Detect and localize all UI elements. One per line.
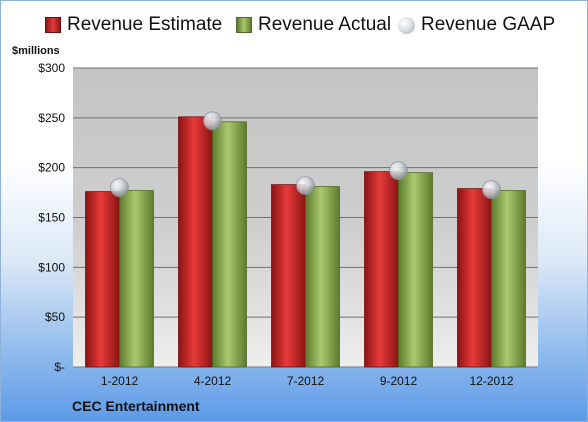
legend-label-estimate: Revenue Estimate xyxy=(67,14,223,35)
estimate-bar xyxy=(271,184,306,368)
company-name: CEC Entertainment xyxy=(72,398,200,414)
estimate-bar xyxy=(85,191,120,368)
y-tick-label: $200 xyxy=(38,161,65,175)
x-tick-label: 4-2012 xyxy=(194,374,232,388)
actual-bar xyxy=(119,190,154,368)
legend-swatch-estimate xyxy=(45,17,61,33)
estimate-bar xyxy=(364,171,399,368)
gaap-markers xyxy=(110,111,501,199)
y-tick-label: $150 xyxy=(38,211,65,225)
legend-item-revenue-gaap: Revenue GAAP xyxy=(398,14,555,36)
actual-bar xyxy=(305,186,340,368)
actual-bar xyxy=(491,190,526,368)
bars xyxy=(85,116,526,368)
legend-item-revenue-actual: Revenue Actual xyxy=(236,14,391,36)
gaap-marker xyxy=(203,111,222,131)
gaap-marker xyxy=(389,161,408,181)
legend-label-gaap: Revenue GAAP xyxy=(421,14,556,35)
x-tick-label: 12-2012 xyxy=(469,374,513,388)
x-tick-label: 9-2012 xyxy=(380,374,418,388)
y-axis-ticks: $- $50 $100 $150 $200 $250 $300 xyxy=(38,61,65,374)
chart-legend: Revenue Estimate Revenue Actual Revenue … xyxy=(0,14,588,44)
x-tick-label: 1-2012 xyxy=(101,374,139,388)
x-tick-label: 7-2012 xyxy=(287,374,325,388)
gaap-marker xyxy=(482,180,501,199)
y-tick-label: $300 xyxy=(38,61,65,75)
y-tick-label: $100 xyxy=(38,260,65,274)
legend-swatch-actual xyxy=(236,17,252,33)
y-tick-label: $- xyxy=(54,360,65,374)
actual-bar xyxy=(398,172,433,368)
legend-item-revenue-estimate: Revenue Estimate xyxy=(45,14,222,36)
actual-bar xyxy=(212,121,247,368)
y-tick-label: $250 xyxy=(38,111,65,125)
estimate-bar xyxy=(457,188,492,368)
gaap-marker xyxy=(110,178,129,198)
estimate-bar xyxy=(178,116,213,368)
y-axis-units-label: $millions xyxy=(12,45,60,57)
legend-label-actual: Revenue Actual xyxy=(258,14,392,35)
legend-swatch-gaap xyxy=(398,16,415,34)
y-tick-label: $50 xyxy=(45,310,65,324)
gaap-marker xyxy=(296,176,315,196)
x-axis-ticks: 1-2012 4-2012 7-2012 9-2012 12-2012 xyxy=(101,374,514,388)
